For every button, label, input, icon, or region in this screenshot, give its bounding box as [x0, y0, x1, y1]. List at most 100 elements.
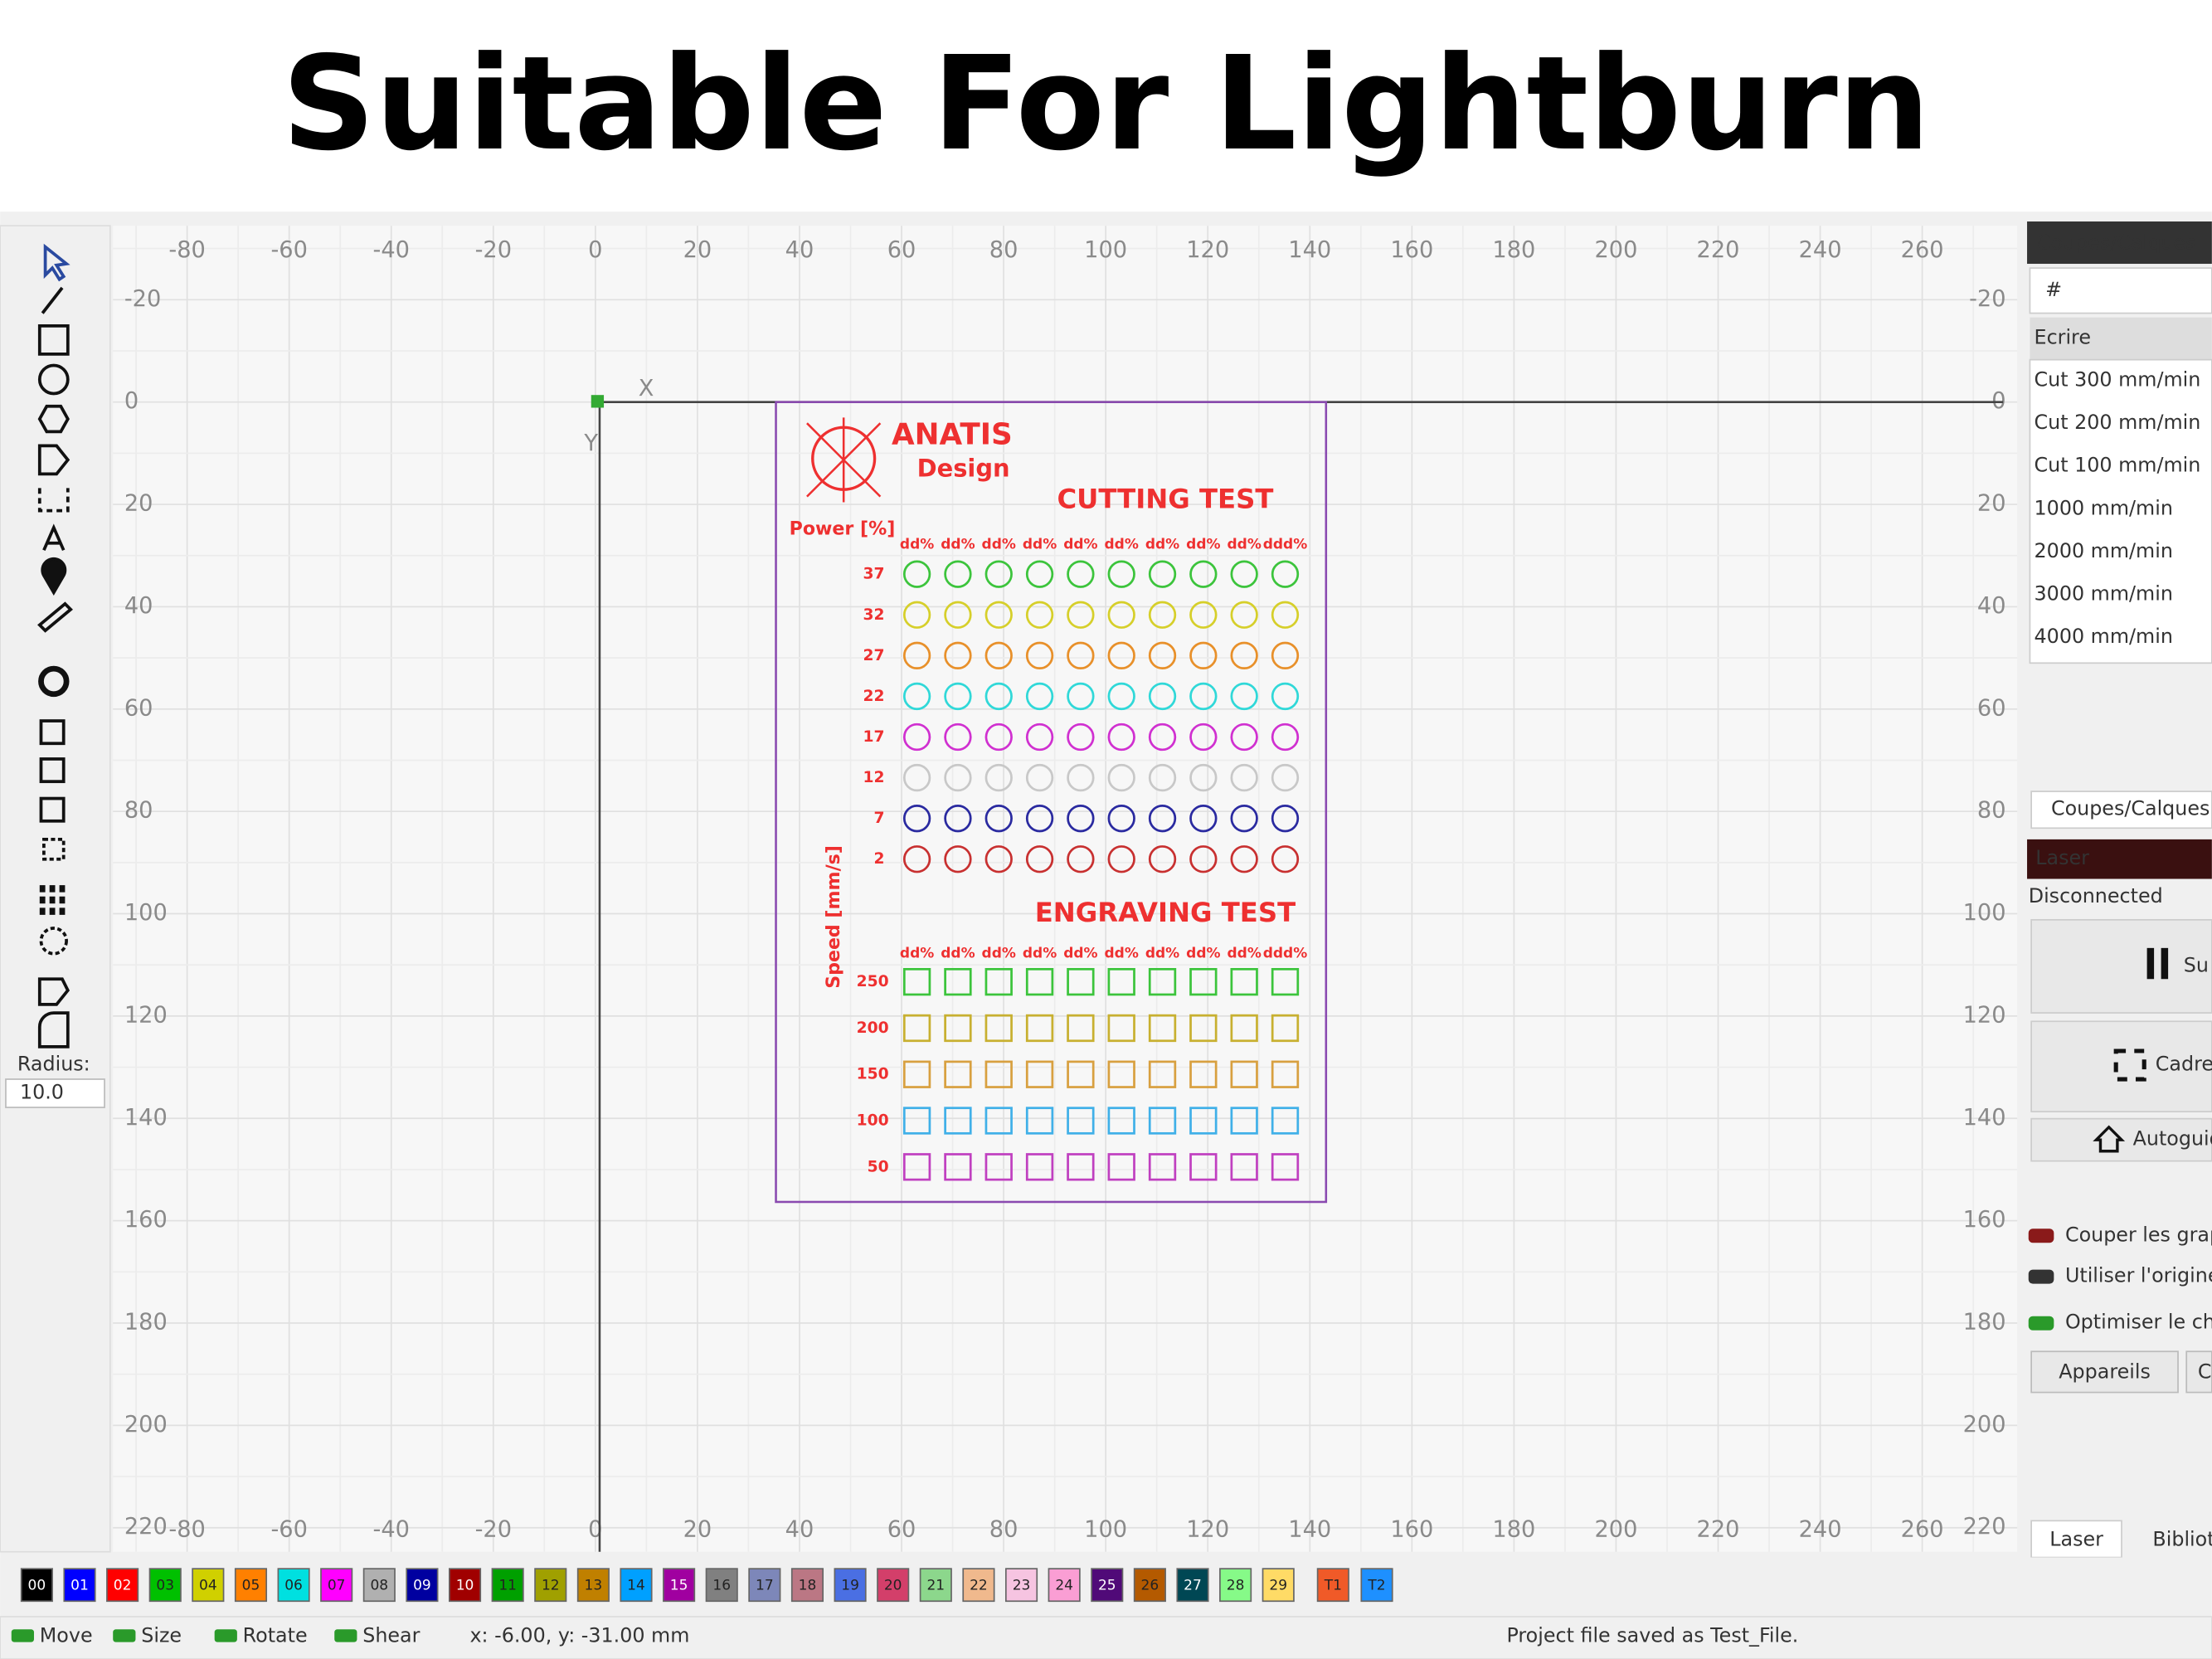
palette-swatch[interactable]: [1091, 1568, 1124, 1603]
palette-swatch[interactable]: [362, 1568, 396, 1603]
measure-tool[interactable]: [37, 601, 73, 633]
engrave-test-square: [944, 1153, 972, 1181]
ellipse-tool[interactable]: [37, 363, 70, 396]
cut-test-circle: [1271, 641, 1300, 670]
palette-swatch[interactable]: [663, 1568, 696, 1603]
radius-input[interactable]: [5, 1078, 105, 1108]
palette-swatch[interactable]: [1176, 1568, 1209, 1603]
palette-swatch[interactable]: [919, 1568, 952, 1603]
palette-swatch[interactable]: [491, 1568, 524, 1603]
corner-tool[interactable]: [37, 977, 70, 1006]
frame-tool[interactable]: [37, 488, 70, 513]
array-tool[interactable]: [39, 885, 68, 915]
frame-button[interactable]: [2030, 1020, 2212, 1112]
layer-row[interactable]: Cut 200 mm/min: [2035, 411, 2201, 434]
palette-swatch[interactable]: [1360, 1568, 1393, 1603]
laser-button-label[interactable]: Su: [2184, 953, 2209, 976]
palette-swatch[interactable]: [406, 1568, 439, 1603]
palette-swatch[interactable]: [962, 1568, 995, 1603]
option-toggle[interactable]: [2028, 1269, 2054, 1284]
palette-swatch[interactable]: [790, 1568, 824, 1603]
ruler-x-label: -40: [373, 1517, 410, 1543]
cut-test-circle: [984, 763, 1013, 792]
cut-test-circle: [1230, 804, 1258, 833]
palette-swatch[interactable]: [834, 1568, 867, 1603]
laser-tab[interactable]: [2030, 1520, 2122, 1559]
option-toggle[interactable]: [2028, 1228, 2054, 1243]
palette-swatch[interactable]: [1048, 1568, 1081, 1603]
palette-swatch[interactable]: [748, 1568, 781, 1603]
status-toggle[interactable]: [334, 1629, 357, 1642]
palette-swatch[interactable]: [1133, 1568, 1166, 1603]
engrave-test-square: [984, 1060, 1013, 1088]
laser-button-label[interactable]: Autoguid: [2133, 1127, 2212, 1151]
palette-swatch[interactable]: [277, 1568, 310, 1603]
palette-swatch[interactable]: [1004, 1568, 1038, 1603]
layer-row[interactable]: 1000 mm/min: [2035, 496, 2173, 519]
layer-row[interactable]: 3000 mm/min: [2035, 581, 2173, 605]
offset-tool[interactable]: [38, 665, 70, 698]
layers-tab-label[interactable]: Coupes/Calques: [2051, 797, 2210, 820]
option-label: Utiliser l'origine: [2065, 1264, 2212, 1287]
subtract-tool[interactable]: [39, 796, 66, 823]
footer-button-label[interactable]: Appareils: [2059, 1360, 2151, 1383]
devices-button[interactable]: [2030, 1350, 2179, 1394]
palette-swatch[interactable]: [1262, 1568, 1295, 1603]
polygon-tool[interactable]: [37, 404, 70, 434]
palette-label: 06: [284, 1578, 303, 1594]
palette-swatch[interactable]: [148, 1568, 182, 1603]
palette-swatch[interactable]: [320, 1568, 353, 1603]
boolean-tool[interactable]: [39, 719, 66, 746]
engrave-test-square: [944, 968, 972, 996]
logo-icon: [806, 417, 882, 503]
layer-row[interactable]: Cut 300 mm/min: [2035, 368, 2201, 392]
palette-swatch[interactable]: [1316, 1568, 1349, 1603]
palette-label: 04: [199, 1578, 217, 1594]
palette-swatch[interactable]: [620, 1568, 653, 1603]
layer-row[interactable]: 2000 mm/min: [2035, 539, 2173, 562]
palette-swatch[interactable]: [576, 1568, 610, 1603]
tab-label[interactable]: Biblioth: [2152, 1528, 2212, 1551]
home-icon: [2093, 1125, 2126, 1153]
fillet-tool[interactable]: [37, 1011, 70, 1048]
position-tool[interactable]: [41, 557, 67, 596]
tab-label[interactable]: Laser: [2049, 1528, 2103, 1551]
palette-swatch[interactable]: [20, 1568, 53, 1603]
status-toggle[interactable]: [11, 1629, 34, 1642]
cut-test-circle: [1230, 601, 1258, 629]
layer-row[interactable]: 4000 mm/min: [2035, 625, 2173, 648]
palette-swatch[interactable]: [705, 1568, 738, 1603]
column-label: dd%: [1063, 536, 1097, 552]
palette-swatch[interactable]: [63, 1568, 96, 1603]
footer-button-label[interactable]: C: [2198, 1360, 2212, 1383]
option-toggle[interactable]: [2028, 1316, 2054, 1331]
status-toggle[interactable]: [214, 1629, 237, 1642]
layer-row[interactable]: Cut 100 mm/min: [2035, 454, 2201, 477]
select-tool[interactable]: [43, 243, 70, 282]
palette-swatch[interactable]: [234, 1568, 268, 1603]
pen-tool[interactable]: [41, 286, 64, 314]
text-tool[interactable]: [42, 523, 66, 552]
palette-swatch[interactable]: [534, 1568, 567, 1603]
weld-tool[interactable]: [39, 757, 66, 784]
circular-array-tool[interactable]: [39, 927, 68, 956]
pause-button[interactable]: [2030, 918, 2212, 1014]
layers-header: Ecrire: [2035, 326, 2091, 349]
intersect-tool[interactable]: [42, 838, 66, 861]
shape-tool[interactable]: [37, 444, 70, 476]
grid: -80 -80 -60 -60 -40 -40 -20 -20 0 0 20 20 40 40 60 60 80…: [113, 226, 2018, 1552]
palette-label: 21: [926, 1578, 945, 1594]
cut-test-circle: [1271, 763, 1300, 792]
laser-status: Disconnected: [2029, 884, 2163, 907]
engrave-test-square: [1025, 968, 1054, 996]
palette-swatch[interactable]: [877, 1568, 910, 1603]
layers-tab[interactable]: [2030, 791, 2212, 830]
palette-swatch[interactable]: [192, 1568, 225, 1603]
palette-swatch[interactable]: [448, 1568, 482, 1603]
column-label: dd%: [900, 946, 934, 962]
status-toggle[interactable]: [113, 1629, 136, 1642]
laser-button-label[interactable]: Cadre: [2156, 1053, 2212, 1076]
palette-swatch[interactable]: [1219, 1568, 1252, 1603]
rect-tool[interactable]: [37, 324, 70, 356]
palette-swatch[interactable]: [106, 1568, 139, 1603]
